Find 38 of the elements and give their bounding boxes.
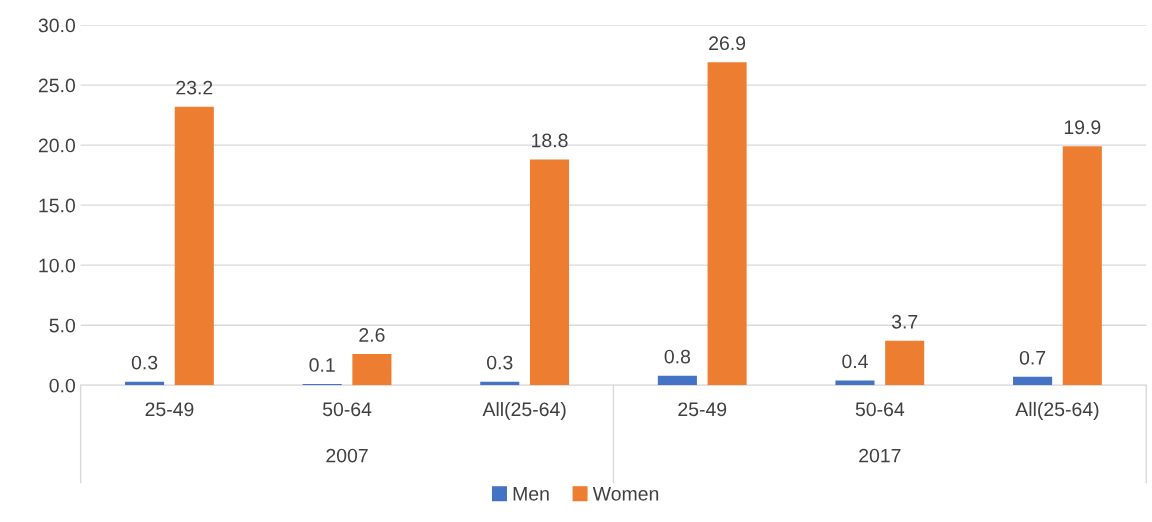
data-label: 0.4 [842, 354, 868, 369]
text: 2007 [326, 448, 368, 463]
y-tick-label: 0.0 [49, 378, 76, 393]
x-tick-label: 25-49 [145, 402, 194, 417]
data-label: 3.7 [891, 314, 918, 329]
data-label: 0.7 [1019, 350, 1046, 365]
x-tick-label: 50-64 [855, 402, 905, 417]
y-tick-label: 5.0 [49, 318, 76, 333]
bar [657, 375, 697, 386]
y-tick-label: 15.0 [39, 198, 76, 213]
bar [174, 106, 214, 386]
bar [885, 340, 925, 386]
data-label: 0.1 [309, 358, 335, 372]
x-tick-label: All(25-64) [482, 401, 566, 421]
x-tick-label: 50-64 [322, 402, 372, 417]
y-tick-label: 30.0 [38, 18, 76, 33]
data-label: 19.9 [1064, 120, 1101, 135]
bar [1062, 146, 1102, 386]
legend-label: Men [513, 487, 549, 501]
bar [352, 354, 392, 386]
bar [1013, 376, 1053, 386]
y-tick-label: 20.0 [38, 138, 76, 153]
data-label: 18.8 [532, 133, 568, 148]
x-tick-label: All(25-64) [1015, 401, 1099, 421]
legend-label: Women [592, 487, 659, 501]
bar [529, 159, 570, 386]
bar [707, 62, 747, 386]
data-label: 0.3 [131, 355, 158, 370]
data-label: 0.3 [487, 355, 513, 370]
data-label: 0.8 [664, 349, 691, 364]
data-label: 26.9 [709, 36, 746, 51]
text: 2017 [859, 448, 901, 463]
bar [835, 380, 875, 386]
data-label: 2.6 [359, 328, 385, 342]
x-tick-label: 25-49 [678, 402, 727, 417]
y-tick-label: 10.0 [39, 258, 76, 273]
data-label: 23.2 [176, 80, 213, 95]
y-tick-label: 25.0 [38, 78, 76, 93]
